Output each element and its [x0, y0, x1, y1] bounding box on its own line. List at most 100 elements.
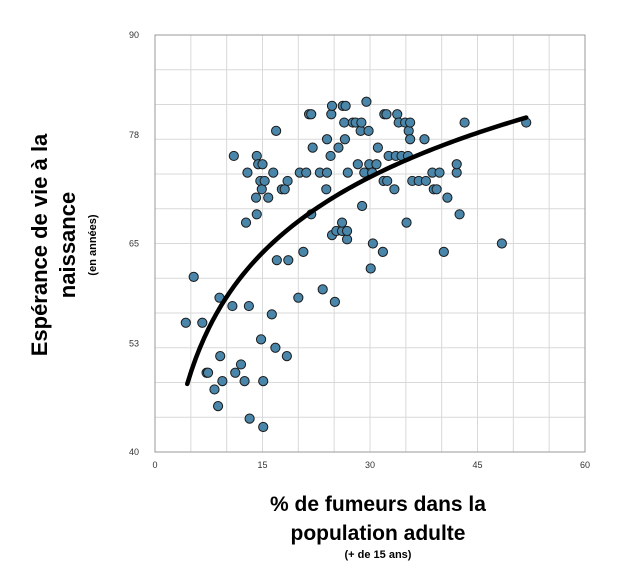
data-point — [451, 159, 462, 170]
y-axis-title-line-2: naissance — [55, 192, 80, 298]
data-point — [377, 246, 388, 257]
data-point — [438, 246, 449, 257]
x-axis-title-line-1: % de fumeurs dans la — [270, 493, 486, 516]
y-tick-label: 65 — [129, 239, 139, 249]
data-point — [282, 175, 293, 187]
data-point — [371, 159, 382, 170]
data-point — [243, 300, 254, 312]
data-point — [268, 167, 279, 178]
data-point — [363, 125, 374, 137]
data-point — [270, 342, 281, 353]
data-point — [307, 142, 318, 153]
data-point — [342, 167, 353, 178]
y-tick-labels: 40 53 65 78 90 — [129, 30, 139, 457]
x-tick-labels: 0 15 30 45 60 — [152, 460, 590, 470]
data-point — [356, 117, 367, 128]
data-point — [321, 184, 332, 195]
y-axis-title-line-1: Espérance de vie à la — [27, 133, 52, 356]
data-point — [496, 238, 507, 249]
data-point — [341, 225, 353, 237]
data-point — [405, 134, 416, 145]
data-point — [401, 217, 412, 228]
data-point — [215, 350, 226, 362]
data-point — [321, 167, 333, 178]
data-point — [256, 184, 267, 195]
y-axis-title: Espérance de vie à la naissance (en anné… — [27, 133, 99, 356]
data-point — [367, 238, 378, 249]
data-point — [459, 117, 470, 128]
data-point — [263, 192, 274, 203]
data-point — [279, 184, 290, 195]
y-tick-label: 78 — [129, 130, 139, 140]
data-point — [227, 300, 238, 312]
data-point — [361, 96, 372, 107]
data-point — [266, 309, 277, 320]
data-point — [240, 217, 252, 228]
x-tick-label: 30 — [365, 460, 375, 470]
data-point — [336, 217, 348, 228]
data-point — [293, 292, 304, 303]
y-tick-label: 90 — [129, 30, 139, 40]
data-point — [340, 100, 351, 111]
data-point — [283, 255, 294, 266]
plot-frame — [154, 34, 586, 453]
x-tick-label: 45 — [472, 460, 482, 470]
y-tick-label: 53 — [129, 339, 139, 349]
data-point — [352, 159, 363, 170]
data-point — [420, 175, 431, 187]
data-point — [326, 109, 337, 120]
data-point — [451, 167, 462, 178]
data-point — [242, 167, 253, 178]
data-point — [339, 134, 351, 145]
data-point — [325, 150, 336, 162]
data-point — [382, 175, 393, 187]
plot-border — [154, 34, 586, 453]
data-point — [389, 184, 400, 195]
data-point — [381, 109, 392, 120]
data-point — [365, 263, 376, 274]
data-point — [454, 209, 465, 220]
data-point — [202, 367, 214, 378]
data-point — [251, 209, 262, 220]
data-point — [250, 192, 262, 203]
x-axis-title: % de fumeurs dans la population adulte (… — [270, 493, 486, 561]
data-point — [442, 192, 453, 203]
data-point — [321, 134, 333, 145]
data-point — [281, 350, 292, 362]
data-point — [258, 421, 269, 433]
data-point — [259, 175, 270, 187]
data-point — [209, 384, 220, 395]
x-tick-label: 0 — [152, 460, 157, 470]
data-point — [271, 255, 282, 266]
y-axis-subtitle: (en années) — [87, 214, 99, 275]
data-point — [239, 376, 250, 387]
x-tick-label: 60 — [580, 460, 590, 470]
data-point — [298, 246, 309, 257]
data-point — [212, 401, 224, 412]
trend-line-group — [185, 115, 529, 387]
data-point — [405, 117, 416, 128]
data-point — [188, 271, 199, 282]
data-point — [217, 376, 228, 387]
data-point — [251, 150, 262, 162]
x-axis-subtitle: (+ de 15 ans) — [345, 549, 412, 561]
data-point — [357, 200, 368, 212]
data-point — [301, 167, 312, 178]
trend-line — [185, 115, 529, 387]
data-point — [228, 150, 239, 162]
x-axis-title-line-2: population adulte — [291, 522, 466, 545]
data-point — [180, 317, 191, 328]
data-point — [392, 109, 403, 120]
y-tick-label: 40 — [129, 447, 139, 457]
x-tick-label: 15 — [257, 460, 267, 470]
data-point — [255, 334, 267, 345]
data-point — [230, 367, 241, 378]
data-point — [372, 142, 383, 153]
data-point — [339, 117, 350, 128]
data-point — [271, 125, 282, 137]
data-point — [341, 234, 353, 245]
data-point — [258, 376, 269, 387]
data-point — [333, 142, 344, 153]
data-point — [306, 109, 317, 120]
